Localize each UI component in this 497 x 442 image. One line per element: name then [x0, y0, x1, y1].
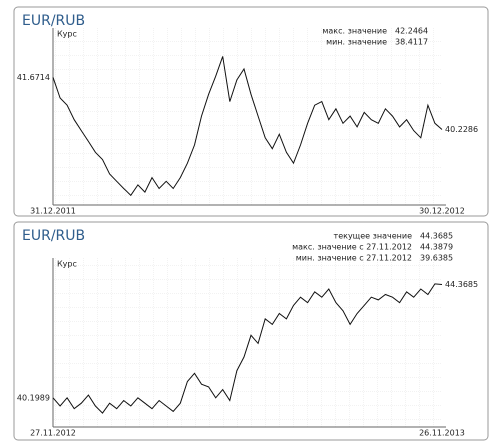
y-axis-label: Курс: [57, 30, 77, 39]
x-tick-label: 26.11.2013: [419, 429, 465, 438]
stat-value: 38.4117: [395, 38, 428, 47]
price-line: [52, 283, 443, 414]
end-value-label: 40.2286: [445, 125, 478, 134]
stat-label: мин. значение: [326, 38, 387, 47]
stat-value: 42.2464: [395, 27, 428, 36]
y-axis-label: Курс: [57, 260, 77, 269]
grid: [53, 28, 442, 205]
stat-label: макс. значение: [322, 27, 387, 36]
stat-value: 39.6385: [420, 254, 453, 263]
end-value-label: 44.3685: [445, 280, 478, 289]
stat-label: текущее значение: [334, 232, 413, 241]
start-value-label: 41.6714: [17, 73, 50, 82]
price-line: [52, 56, 443, 197]
stat-value: 44.3879: [420, 243, 453, 252]
grid: [53, 258, 442, 427]
chart-title: EUR/RUB: [22, 13, 85, 29]
stat-value: 44.3685: [420, 232, 453, 241]
x-tick-label: 27.11.2012: [30, 429, 76, 438]
stat-label: макс. значение с 27.11.2012: [292, 243, 412, 252]
x-tick-label: 31.12.2011: [30, 207, 76, 216]
stat-label: мин. значение с 27.11.2012: [296, 254, 412, 263]
x-tick-label: 30.12.2012: [419, 207, 465, 216]
chart-title: EUR/RUB: [22, 228, 85, 244]
start-value-label: 40.1989: [17, 393, 50, 402]
